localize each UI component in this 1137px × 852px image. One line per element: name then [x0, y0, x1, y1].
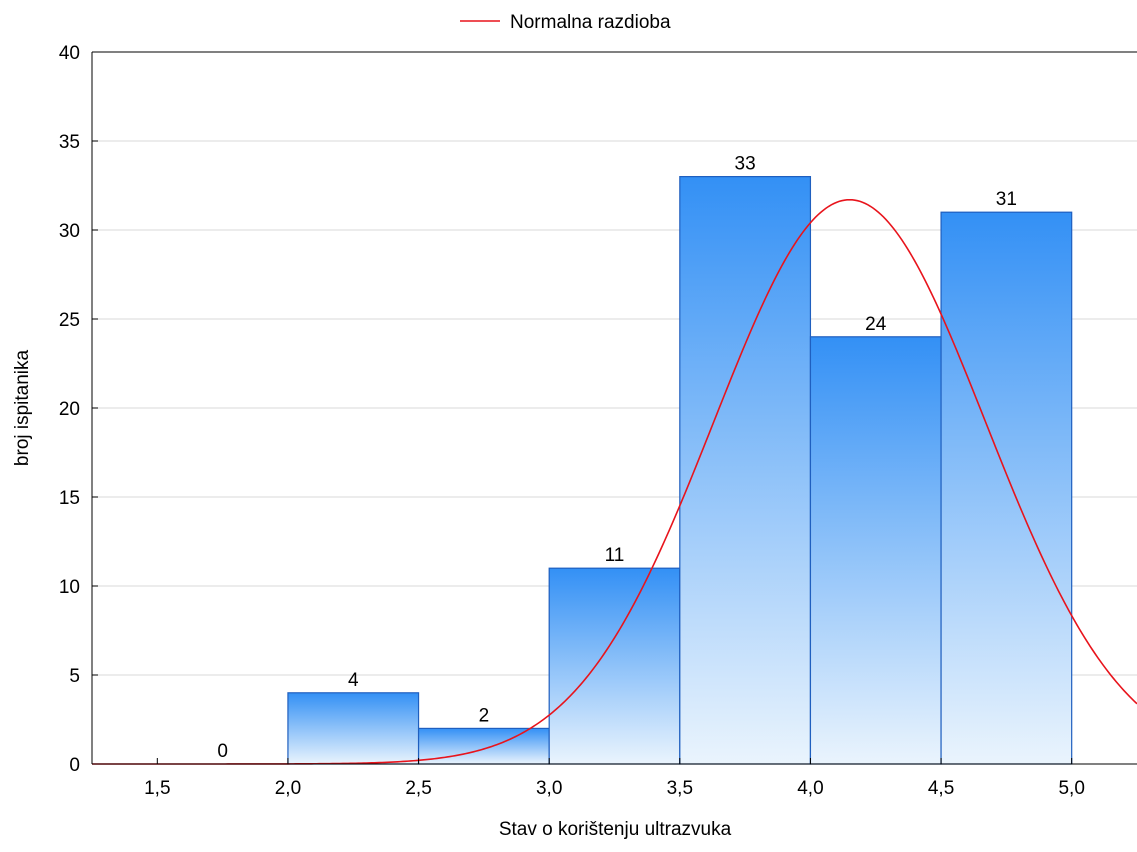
legend: Normalna razdioba: [460, 12, 671, 33]
data-label-2: 2: [479, 705, 490, 726]
x-tick-label-0: 1,5: [144, 778, 170, 799]
data-label-3: 11: [605, 545, 625, 566]
data-label-6: 31: [996, 189, 1017, 210]
x-tick-label-1: 2,0: [275, 778, 301, 799]
y-tick-label-15: 15: [59, 488, 80, 509]
data-label-0: 0: [217, 741, 228, 762]
data-labels: 0 4 2 11 33 24 31: [217, 154, 1017, 762]
y-tick-label-25: 25: [59, 310, 80, 331]
data-label-4: 33: [735, 154, 756, 175]
histogram-bars: [287, 176, 1073, 765]
y-tick-label-30: 30: [59, 221, 80, 242]
x-tick-label-4: 3,5: [667, 778, 693, 799]
y-tick-label-40: 40: [59, 43, 80, 64]
data-label-5: 24: [865, 314, 887, 335]
bar-5: [809, 336, 942, 765]
y-tick-label-10: 10: [59, 577, 80, 598]
x-tick-label-7: 5,0: [1058, 778, 1084, 799]
bar-3: [548, 567, 681, 765]
bar-6: [940, 211, 1073, 765]
data-label-1: 4: [348, 670, 359, 691]
x-tick-label-3: 3,0: [536, 778, 562, 799]
x-tick-label-2: 2,5: [405, 778, 431, 799]
bar-4: [679, 176, 812, 765]
y-tick-label-35: 35: [59, 132, 80, 153]
legend-label: Normalna razdioba: [510, 12, 671, 33]
x-axis-title: Stav o korištenju ultrazvuka: [499, 819, 732, 840]
y-tick-label-0: 0: [69, 755, 80, 776]
x-tick-label-6: 4,5: [928, 778, 954, 799]
y-tick-label-5: 5: [69, 666, 80, 687]
y-tick-label-20: 20: [59, 399, 80, 420]
x-tick-label-5: 4,0: [797, 778, 823, 799]
y-axis-ticks: 0 5 10 15 20 25 30 35 40: [59, 43, 98, 776]
bar-1: [287, 692, 420, 765]
y-axis-title: broj ispitanika: [12, 349, 33, 466]
x-axis-ticks: 1,5 2,0 2,5 3,0 3,5 4,0 4,5 5,0: [144, 758, 1085, 799]
